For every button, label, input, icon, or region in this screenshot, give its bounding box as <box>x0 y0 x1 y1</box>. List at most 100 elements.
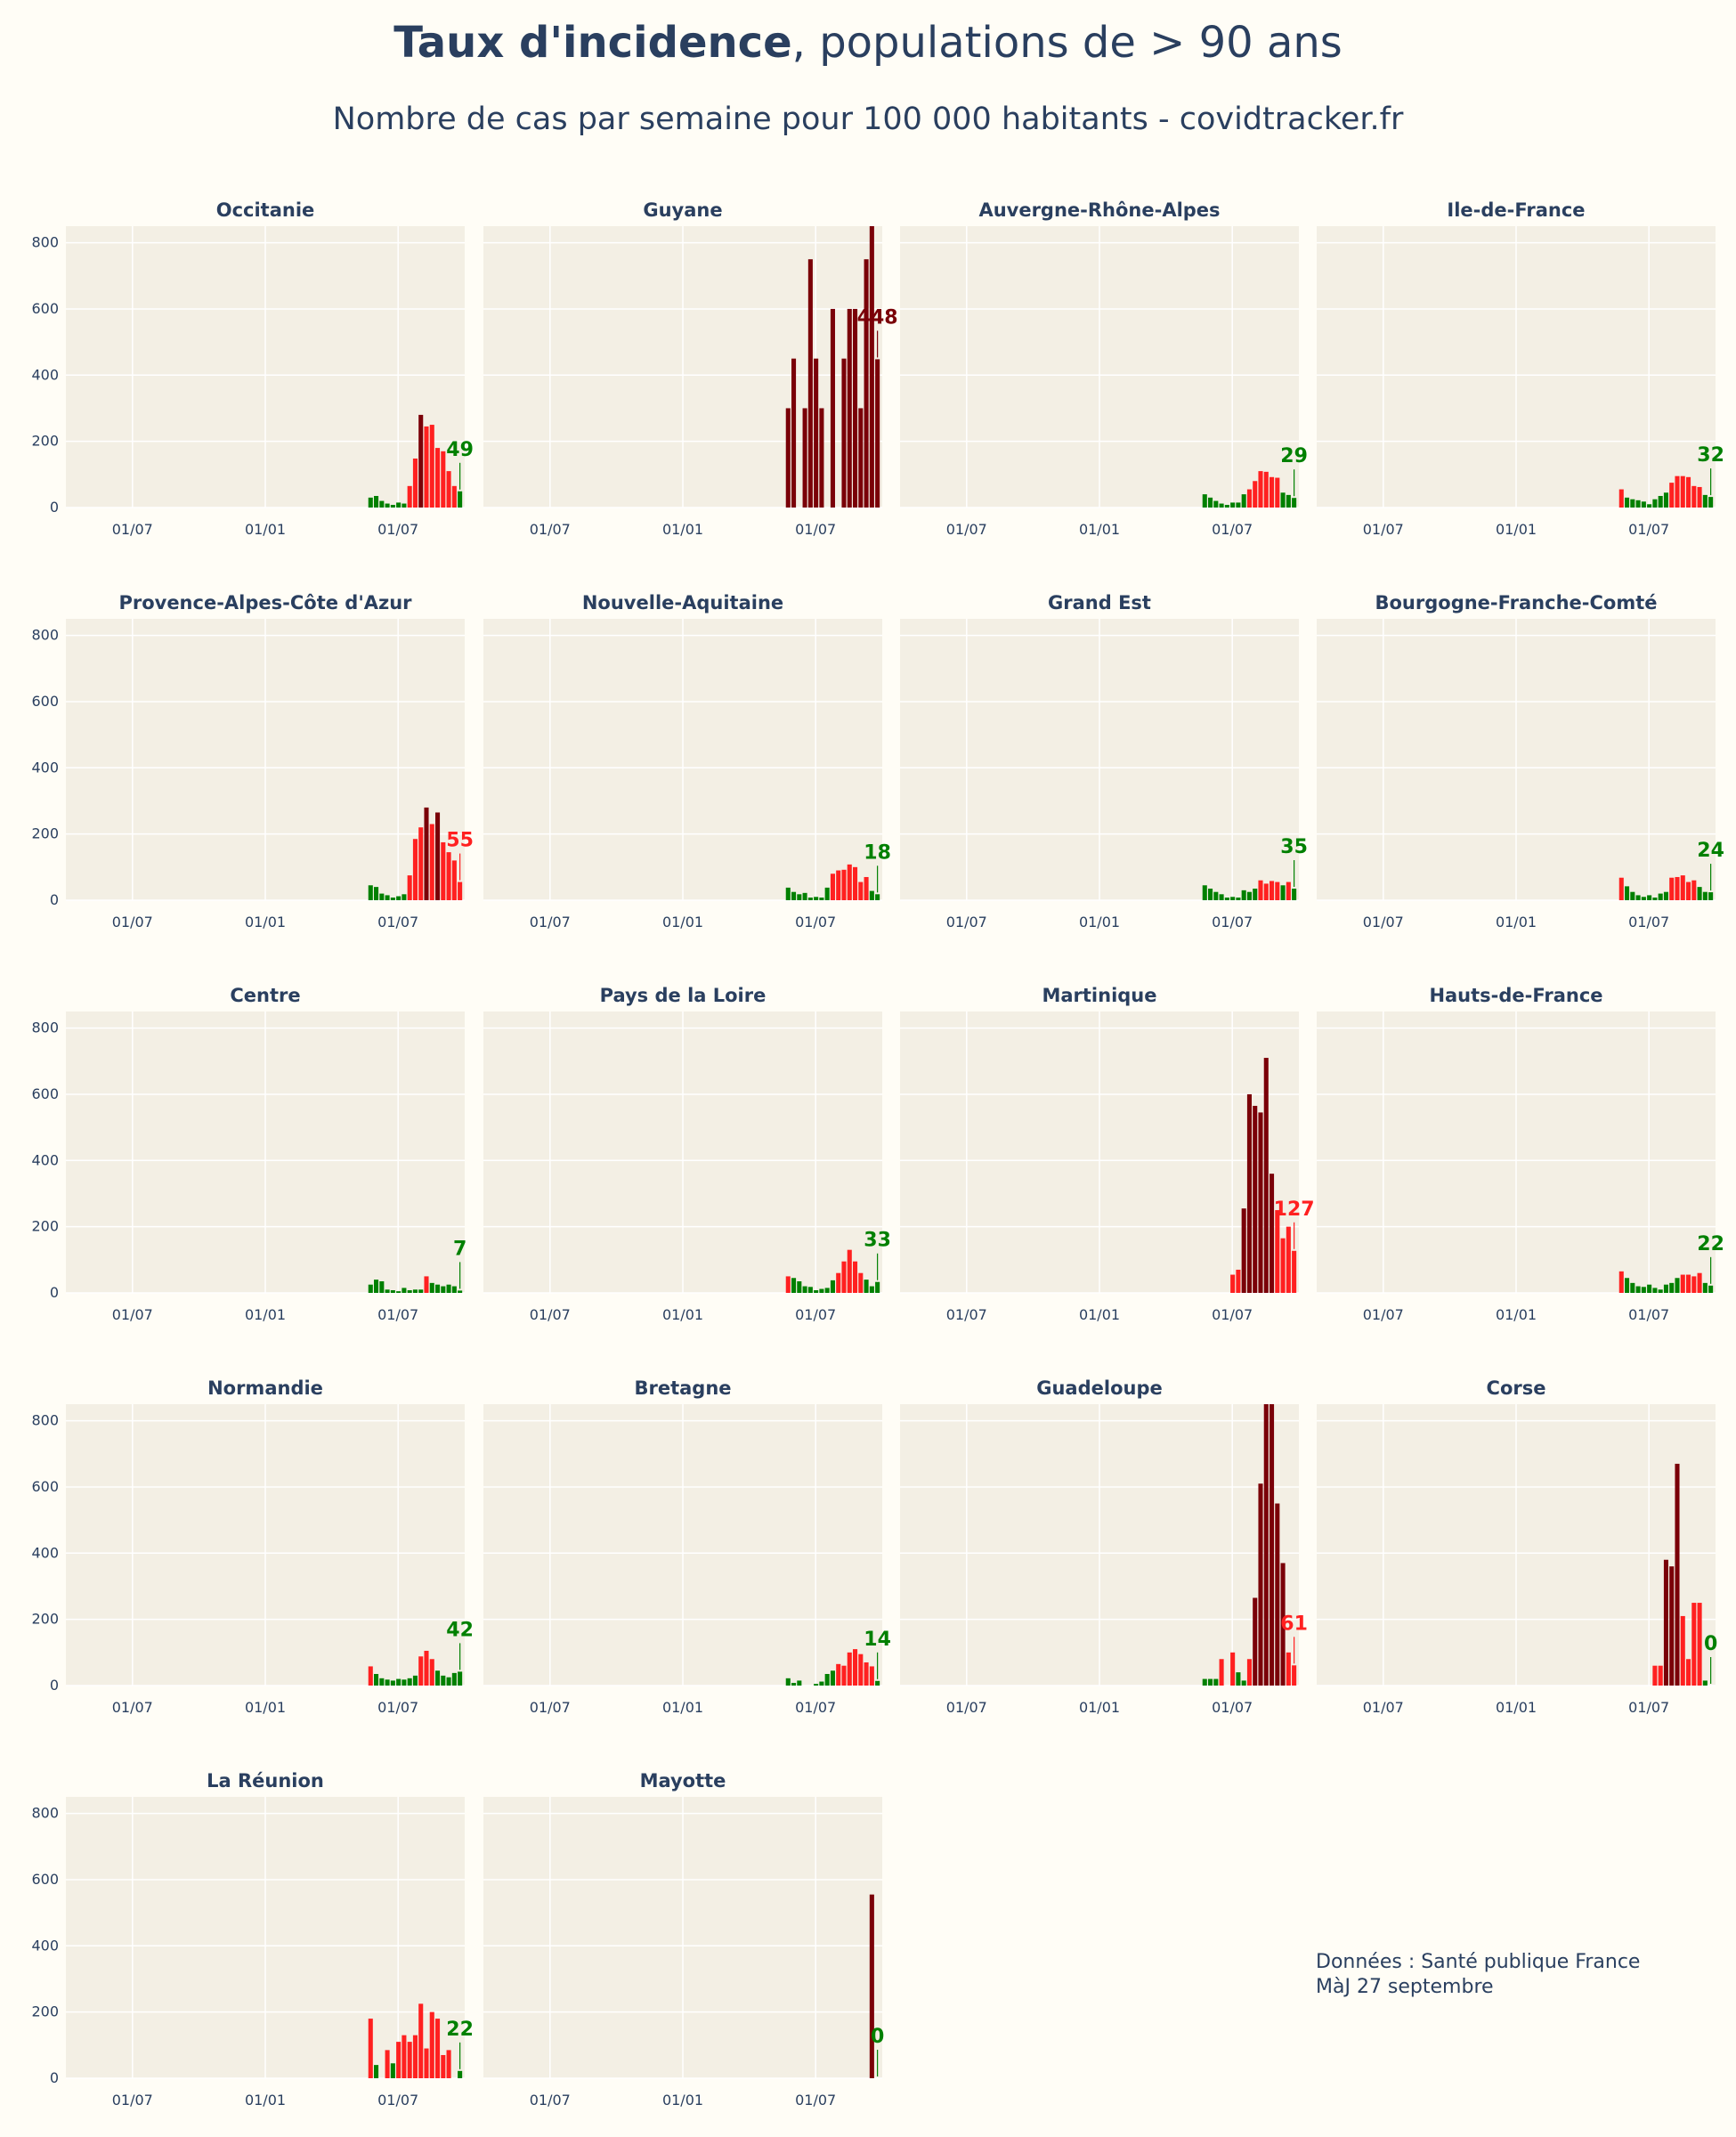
last-value-label: 35 <box>1280 836 1308 858</box>
source-line: Données : Santé publique France <box>1316 1951 1641 1973</box>
bar <box>1635 500 1641 508</box>
bar <box>836 1663 841 1686</box>
x-tick-label: 01/07 <box>1628 1699 1669 1716</box>
bar <box>429 1659 434 1686</box>
x-tick-label: 01/07 <box>377 1699 418 1716</box>
x-tick-label: 01/07 <box>1363 1699 1404 1716</box>
bar <box>807 259 813 508</box>
bar <box>1663 1284 1668 1293</box>
x-tick-label: 01/01 <box>1079 1306 1120 1323</box>
bar <box>458 1671 463 1686</box>
bar <box>458 2070 463 2078</box>
bar <box>1241 1208 1246 1293</box>
y-tick-label: 0 <box>50 891 59 908</box>
x-tick-label: 01/01 <box>245 1699 286 1716</box>
bar <box>458 882 463 900</box>
bar <box>1224 505 1229 508</box>
panel-title: Occitanie <box>216 199 315 221</box>
bar <box>435 2019 441 2078</box>
bar <box>785 887 791 900</box>
bar <box>446 1677 451 1686</box>
x-tick-label: 01/01 <box>662 1699 703 1716</box>
bar <box>785 1276 791 1293</box>
bar <box>1263 1058 1269 1293</box>
bar <box>1652 1665 1658 1686</box>
x-tick-label: 01/01 <box>1496 1306 1537 1323</box>
bar <box>1258 880 1263 900</box>
bar <box>875 1281 880 1293</box>
bar <box>435 1670 441 1686</box>
bar <box>424 807 429 900</box>
bar <box>819 1288 824 1293</box>
bar <box>458 491 463 508</box>
panel-bourgogne-franche-comt-: 01/07 01/01 01/07 Bourgogne-Franche-Comté 24 <box>1317 592 1724 930</box>
bar <box>441 841 446 900</box>
bar <box>368 885 373 900</box>
bar <box>830 1280 835 1293</box>
bar <box>807 1287 813 1293</box>
y-tick-label: 600 <box>31 1478 59 1495</box>
bar <box>1675 876 1680 900</box>
bar <box>1202 885 1207 900</box>
bar <box>853 1649 858 1686</box>
x-tick-label: 01/07 <box>377 914 418 930</box>
bar <box>1697 887 1702 900</box>
bar <box>435 448 441 508</box>
panel-title: Corse <box>1487 1377 1546 1399</box>
x-tick-label: 01/01 <box>1496 521 1537 538</box>
bar <box>451 485 457 508</box>
bar <box>1286 1226 1291 1293</box>
x-tick-label: 01/07 <box>112 521 153 538</box>
bar <box>1286 882 1291 900</box>
bar <box>1213 500 1219 508</box>
panel-ile-de-france: 01/07 01/01 01/07 Ile-de-France 32 <box>1317 199 1724 538</box>
y-tick-label: 0 <box>50 499 59 516</box>
x-tick-label: 01/07 <box>530 914 571 930</box>
bar <box>407 875 412 900</box>
bar <box>1686 476 1691 508</box>
panel-title: Auvergne-Rhône-Alpes <box>978 199 1220 221</box>
y-tick-label: 400 <box>31 366 59 383</box>
bar <box>1241 890 1246 900</box>
bar <box>791 358 797 508</box>
bar <box>412 1289 418 1293</box>
bar <box>1635 1286 1641 1293</box>
bar <box>847 308 852 508</box>
bar <box>446 2050 451 2078</box>
bar <box>1691 485 1697 508</box>
bar <box>1625 886 1630 900</box>
bar <box>402 1288 407 1293</box>
bar <box>858 882 864 900</box>
last-value-label: 14 <box>864 1629 891 1651</box>
x-tick-label: 01/07 <box>1212 521 1253 538</box>
x-tick-label: 01/07 <box>1363 521 1404 538</box>
bar <box>836 1272 841 1293</box>
bar <box>435 1284 441 1293</box>
bar <box>858 408 864 508</box>
bar <box>429 2011 434 2078</box>
bar <box>385 895 390 900</box>
bar <box>1208 888 1213 900</box>
x-tick-label: 01/01 <box>662 1306 703 1323</box>
bar <box>412 1675 418 1686</box>
bar <box>869 1286 874 1293</box>
x-tick-label: 01/01 <box>1079 914 1120 930</box>
bar <box>802 892 807 900</box>
bar <box>1669 877 1675 900</box>
x-tick-label: 01/01 <box>245 521 286 538</box>
bar <box>1691 880 1697 900</box>
bar <box>1641 897 1646 900</box>
bar <box>814 358 819 508</box>
chart-subtitle: Nombre de cas par semaine pour 100 000 h… <box>332 102 1404 137</box>
x-tick-label: 01/07 <box>112 1699 153 1716</box>
bar <box>1219 894 1224 900</box>
bar <box>807 898 813 900</box>
bar <box>830 308 835 508</box>
bar <box>1270 1404 1275 1686</box>
bar <box>847 864 852 900</box>
bar <box>424 426 429 508</box>
bar <box>1680 475 1685 508</box>
bar <box>1686 882 1691 900</box>
panel-guyane: 01/07 01/01 01/07 Guyane 448 <box>483 199 898 538</box>
bar <box>1286 494 1291 508</box>
